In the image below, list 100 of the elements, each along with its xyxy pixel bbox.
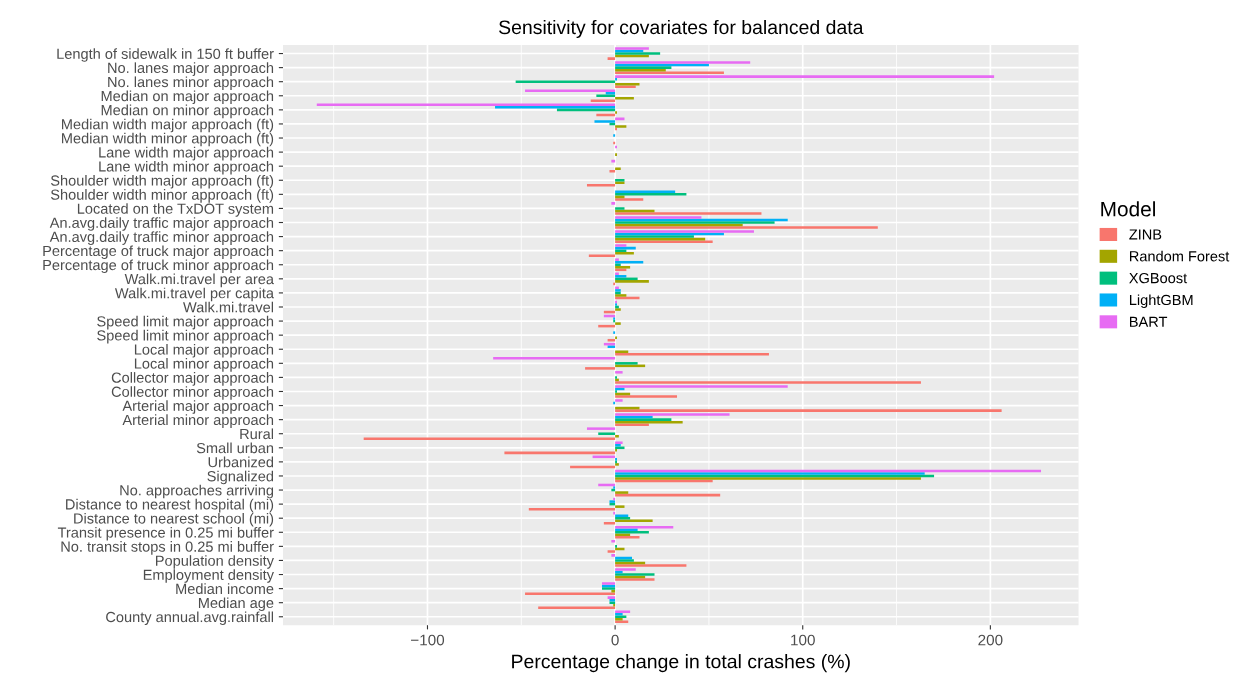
bar — [615, 322, 621, 325]
x-tick-label: 100 — [791, 634, 815, 646]
bar — [615, 244, 627, 247]
y-tick-label: Lane width minor approach — [99, 160, 274, 175]
bar — [586, 184, 616, 187]
bar — [525, 592, 616, 595]
y-tick-label: No. lanes minor approach — [108, 76, 274, 91]
bar — [615, 618, 623, 621]
x-tick-label: 200 — [978, 634, 1003, 646]
legend-label: BART — [1129, 316, 1168, 327]
y-tick-label: Arterial minor approach — [122, 414, 274, 428]
bar — [615, 573, 655, 576]
bar — [607, 550, 616, 553]
bar — [603, 522, 616, 525]
bar — [615, 353, 769, 356]
y-tick-label: Median on major approach — [101, 90, 274, 105]
bar — [615, 434, 619, 438]
bar — [493, 356, 616, 360]
y-tick-label: Distance to nearest hospital (mi) — [66, 498, 274, 513]
bar — [615, 125, 627, 128]
bar — [615, 362, 638, 365]
y-tick-label: Shoulder width minor approach (ft) — [50, 189, 274, 203]
y-tick-label: Collector major approach — [111, 372, 274, 386]
bar — [615, 371, 623, 374]
bar — [515, 80, 616, 83]
y-tick-label: An.avg.daily traffic minor approach — [49, 231, 274, 245]
bar — [586, 427, 616, 430]
bar — [615, 472, 925, 475]
bar — [615, 226, 878, 229]
bar — [615, 66, 672, 69]
bar — [588, 254, 616, 258]
bar — [615, 536, 640, 539]
bar — [615, 258, 619, 261]
y-tick-label: Percentage of truck minor approach — [43, 259, 274, 274]
y-tick-label: Collector minor approach — [111, 386, 274, 400]
bar — [615, 610, 631, 613]
bar — [615, 528, 638, 532]
chart-title: Sensitivity for covariates for balanced data — [499, 19, 864, 39]
bar — [598, 432, 616, 435]
bar — [609, 169, 616, 173]
bar — [615, 47, 649, 50]
y-tick-label: Employment density — [143, 569, 274, 583]
y-tick-label: Walk.mi.travel — [183, 301, 274, 313]
bar — [615, 216, 702, 219]
y-tick-label: Arterial major approach — [122, 400, 274, 414]
bar — [615, 275, 627, 278]
bar — [615, 381, 921, 384]
bar — [615, 212, 762, 215]
bar — [585, 367, 616, 370]
bar — [538, 606, 616, 610]
y-tick-label: Median on minor approach — [101, 104, 274, 119]
bar — [611, 202, 616, 205]
x-tick-label: 0 — [611, 634, 619, 646]
y-tick-label: Speed limit major approach — [97, 315, 274, 330]
bar — [607, 57, 616, 60]
bar — [615, 423, 649, 426]
y-tick-label: No. lanes major approach — [108, 62, 274, 76]
y-tick-label: Median income — [176, 583, 274, 595]
bar — [615, 61, 751, 64]
y-tick-label: Local major approach — [134, 343, 274, 358]
y-tick-label: No. transit stops in 0.25 mi buffer — [61, 541, 274, 555]
bar — [615, 193, 687, 196]
bar — [615, 399, 623, 402]
legend-label: LightGBM — [1129, 294, 1193, 309]
y-tick-label: Median width major approach (ft) — [62, 118, 274, 133]
bar — [615, 266, 631, 269]
bar — [615, 198, 644, 201]
y-tick-label: Located on the TxDOT system — [77, 203, 274, 217]
bar — [615, 207, 625, 210]
bar — [611, 540, 616, 543]
y-tick-label: Percentage of truck major approach — [43, 245, 274, 259]
y-tick-label: Rural — [240, 428, 274, 440]
y-tick-label: Distance to nearest school (mi) — [74, 512, 274, 527]
bar — [615, 263, 621, 267]
y-tick-label: Lane width major approach — [99, 146, 274, 161]
y-tick-label: Shoulder width major approach (ft) — [50, 174, 274, 189]
bar — [594, 120, 616, 123]
bar — [495, 106, 616, 109]
y-tick-label: Length of sidewalk in 150 ft buffer — [57, 48, 274, 62]
legend-label: Random Forest — [1129, 250, 1230, 262]
bar — [615, 71, 724, 74]
bar — [615, 395, 678, 398]
bar — [615, 409, 1002, 412]
y-tick-label: Small urban — [196, 442, 274, 454]
legend-label: XGBoost — [1129, 272, 1188, 284]
bar — [525, 89, 616, 92]
bar — [615, 97, 634, 100]
bar — [615, 578, 655, 581]
y-tick-label: No. approaches arriving — [120, 484, 274, 499]
bar — [615, 505, 625, 508]
bar — [615, 75, 995, 78]
bar — [615, 612, 623, 616]
bar — [615, 418, 672, 421]
y-tick-label: Local minor approach — [134, 358, 274, 372]
bar — [615, 413, 730, 416]
y-tick-label: County annual.avg.rainfall — [106, 611, 274, 626]
y-tick-label: Speed limit minor approach — [97, 329, 274, 344]
x-axis-title: Percentage change in total crashes (%) — [512, 654, 850, 673]
y-tick-label: Median width minor approach (ft) — [62, 132, 274, 147]
bar — [615, 249, 627, 252]
